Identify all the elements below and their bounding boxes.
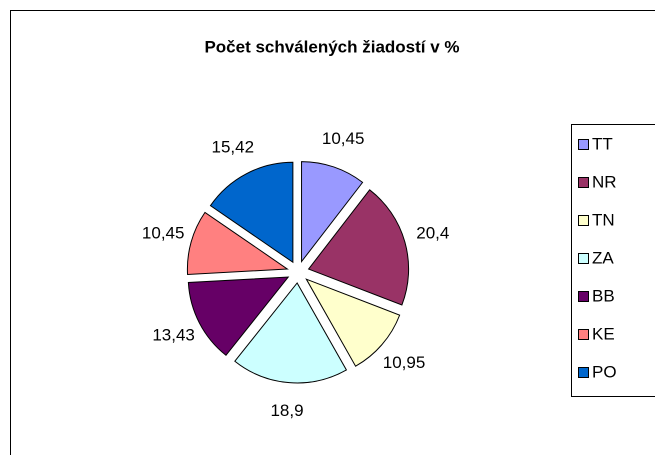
data-label: 13,43	[152, 326, 195, 345]
pie-slice	[186, 211, 289, 276]
legend-label: TN	[592, 210, 615, 229]
legend-label: NR	[592, 172, 617, 191]
data-label: 18,9	[270, 401, 303, 420]
legend-label: ZA	[592, 248, 614, 267]
data-label: 20,4	[416, 224, 449, 243]
legend-swatch	[578, 215, 589, 226]
data-label: 15,42	[212, 138, 255, 157]
chart-title: Počet schválených žiadostí v %	[204, 37, 459, 56]
legend-swatch	[578, 291, 589, 302]
legend-label: KE	[592, 324, 615, 343]
chart-area	[10, 10, 655, 455]
data-label: 10,45	[322, 129, 365, 148]
legend-swatch	[578, 253, 589, 264]
legend-swatch	[578, 329, 589, 340]
pie-slice	[209, 161, 294, 264]
data-label: 10,95	[383, 353, 426, 372]
legend-swatch	[578, 139, 589, 150]
pie-slice	[234, 282, 348, 384]
pie-slice	[305, 278, 401, 367]
pie-slice	[307, 189, 410, 306]
legend-label: TT	[592, 134, 613, 153]
legend-swatch	[578, 367, 589, 378]
legend-label: BB	[592, 286, 615, 305]
legend-label: PO	[592, 362, 617, 381]
data-label: 10,45	[142, 224, 185, 243]
legend-swatch	[578, 177, 589, 188]
pie-slice	[187, 276, 290, 356]
pie-slice	[301, 161, 364, 264]
